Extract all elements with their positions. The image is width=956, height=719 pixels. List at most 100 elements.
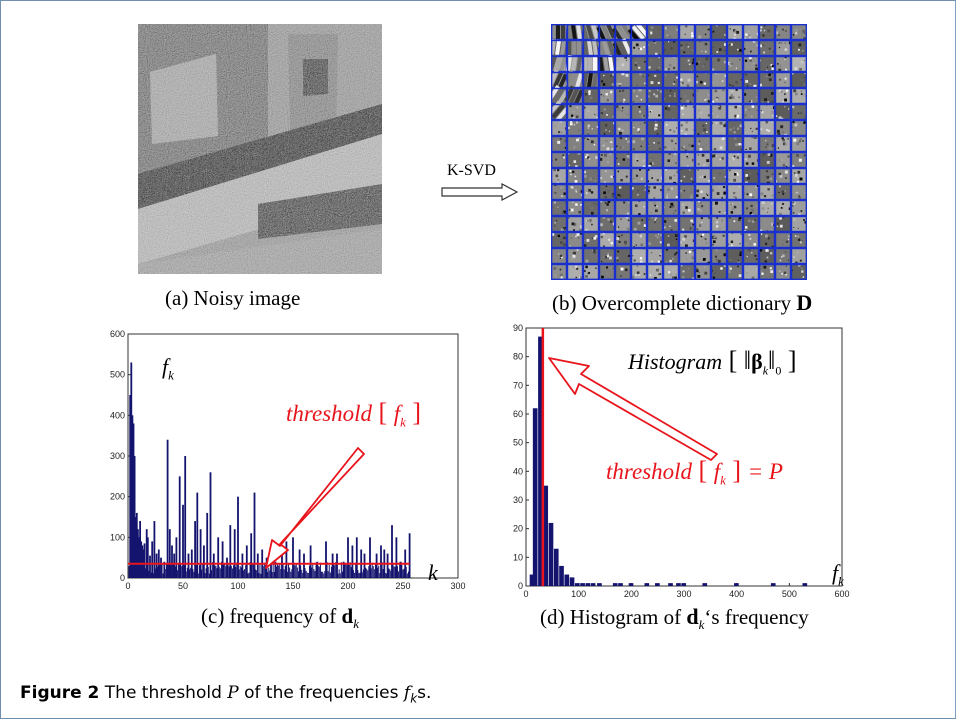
chart-c-bar [361, 572, 363, 578]
dictionary-atom [790, 231, 807, 249]
chart-c-bar [293, 563, 295, 578]
dictionary-atom [678, 119, 696, 137]
dictionary-atom [566, 151, 584, 169]
dictionary-atom [630, 103, 648, 121]
dictionary-atom [646, 151, 664, 169]
chart-c-bar [329, 572, 331, 578]
dictionary-atom [726, 183, 744, 201]
chart-c-bar [371, 562, 373, 578]
dictionary-atom [790, 135, 807, 153]
dictionary-atom [662, 103, 680, 121]
dictionary-atom [774, 24, 792, 41]
chart-c-bar [294, 565, 296, 578]
chart-c-bar [324, 570, 326, 578]
chart-c-spike [303, 553, 305, 578]
chart-c-bar [355, 562, 357, 578]
chart-d-bar [612, 583, 618, 586]
dictionary-atom [726, 24, 744, 41]
chart-c-bar [344, 562, 346, 578]
chart-c-spike [325, 541, 327, 578]
dictionary-atom [710, 199, 728, 217]
dictionary-atom [710, 39, 728, 57]
dictionary-atom [582, 87, 600, 105]
dictionary-atom [694, 215, 712, 233]
dictionary-atom [646, 199, 664, 217]
dictionary-atom [694, 103, 712, 121]
chart-c-bar [211, 570, 213, 578]
dictionary-atom [566, 215, 584, 233]
dictionary-atom [596, 24, 616, 43]
chart-c-bar [350, 567, 352, 578]
chart-c-bar [283, 569, 285, 578]
dictionary-atom [678, 87, 696, 105]
chart-c-bar [314, 570, 316, 578]
dictionary-atom [774, 151, 792, 169]
chart-c-bar [162, 573, 164, 578]
dictionary-atom [726, 39, 744, 57]
chart-c-spike [253, 492, 256, 578]
dictionary-atom [566, 183, 584, 201]
chart-d-bar [702, 583, 708, 586]
dictionary-atom [646, 263, 664, 280]
chart-c-bar [321, 571, 323, 578]
dictionary-atom [614, 167, 632, 185]
dictionary-atom [551, 167, 568, 185]
chart-c-spike [153, 521, 156, 578]
chart-d-ytick-label: 50 [513, 438, 523, 448]
chart-d-bar [655, 583, 660, 586]
caption-d-sub: k [698, 617, 705, 633]
dictionary-atom [662, 39, 680, 57]
chart-c-bar [367, 570, 369, 578]
chart-c-bar [333, 562, 335, 578]
chart-c-spike [375, 553, 378, 578]
chart-c-bar [219, 568, 221, 578]
dictionary-atom [646, 119, 664, 137]
chart-c-bar [197, 573, 199, 578]
dictionary-atom [694, 183, 712, 201]
chart-c-bar [358, 573, 360, 578]
dictionary-atom [627, 24, 649, 44]
threshold-label-d: threshold [ fk ] = P [606, 456, 783, 489]
chart-c-bar [252, 563, 254, 578]
chart-c-bar [240, 567, 242, 578]
dictionary-atom [726, 71, 744, 89]
chart-c-bar [357, 570, 359, 578]
chart-c-bar [164, 568, 166, 578]
chart-d-xtick-label: 400 [729, 589, 744, 599]
dictionary-atom [582, 183, 600, 201]
dictionary-atom [614, 55, 632, 73]
dictionary-atom [630, 183, 648, 201]
dictionary-atom [758, 215, 776, 233]
chart-c-spike [171, 545, 173, 578]
dictionary-atom [774, 263, 792, 280]
dictionary-atom [614, 263, 632, 280]
chart-d-bar [644, 583, 650, 586]
chart-c-spike [194, 521, 196, 578]
chart-c-spike [139, 521, 141, 578]
dictionary-atom [742, 24, 760, 41]
dictionary-atom [582, 247, 600, 265]
chart-c-bar [154, 568, 156, 578]
histogram-norm: ‖ [768, 346, 776, 375]
dictionary-atom [614, 151, 632, 169]
threshold-c-sub: k [400, 414, 406, 430]
caption-d-symbol: d [686, 604, 699, 629]
dictionary-atom [646, 231, 664, 249]
chart-c-ytick-label: 300 [110, 451, 125, 461]
dictionary-atom [598, 263, 616, 280]
figure-text-1: The threshold [104, 683, 228, 703]
chart-c-bar [268, 567, 270, 578]
chart-c-bar [297, 571, 299, 578]
dictionary-atom [662, 87, 680, 105]
chart-c-spike [160, 557, 162, 578]
chart-c-bar [186, 567, 188, 578]
dictionary-atom [710, 215, 728, 233]
chart-c-spike [221, 541, 224, 578]
chart-c-ytick-label: 500 [110, 370, 125, 380]
figure-text-3: s. [417, 683, 432, 703]
chart-d-bar [734, 583, 739, 586]
dictionary-atom [790, 183, 807, 201]
noisy-image-svg [138, 24, 382, 274]
chart-d-bar [529, 574, 535, 586]
dictionary-atom [551, 38, 568, 57]
